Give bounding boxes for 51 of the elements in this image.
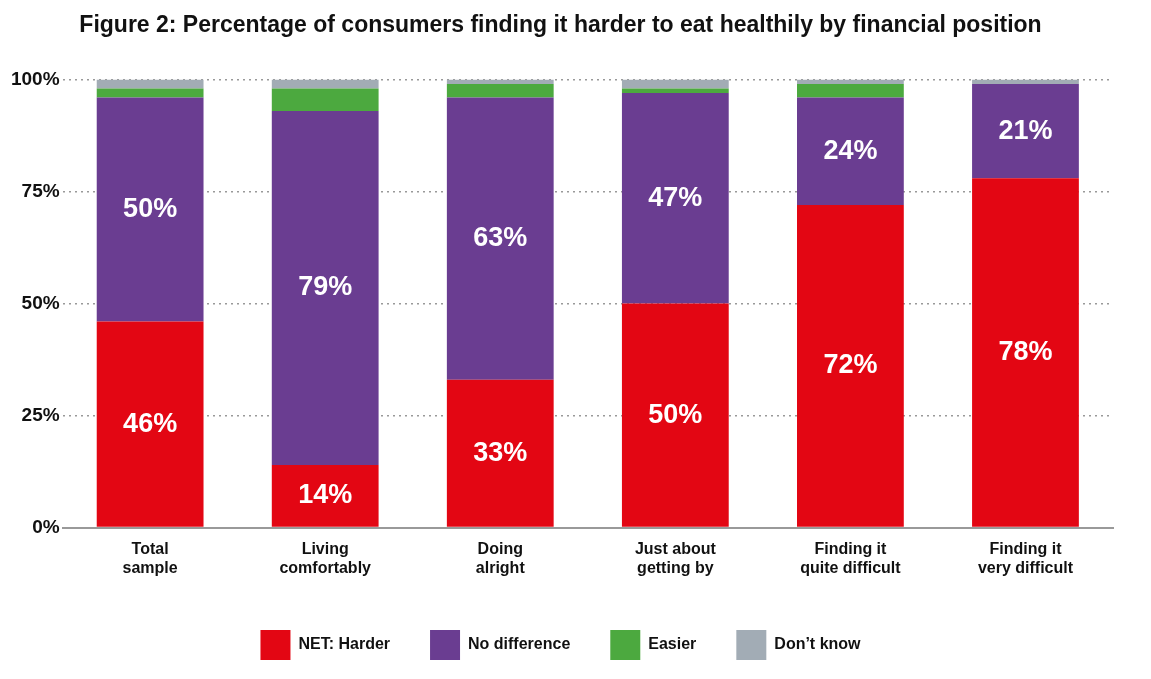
bar <box>797 79 904 85</box>
y-tick-label: 0% <box>32 515 60 537</box>
data-label: 50% <box>648 398 703 429</box>
y-tick-label: 75% <box>21 179 60 201</box>
bar <box>972 84 1079 179</box>
bar <box>96 79 204 89</box>
bar <box>621 79 729 89</box>
data-label: 72% <box>823 349 878 380</box>
y-tick-label: 25% <box>21 403 60 425</box>
data-label: 79% <box>298 271 353 302</box>
y-tick-label: 100% <box>10 67 60 89</box>
x-tick-label: Finding it quite difficult <box>800 539 902 576</box>
legend-label: NET: Harder <box>298 635 391 653</box>
bar <box>621 93 729 304</box>
data-label: 24% <box>823 134 878 165</box>
bar <box>271 88 379 111</box>
bar <box>96 88 204 98</box>
data-label: 78% <box>998 335 1053 366</box>
bar <box>271 79 379 89</box>
data-label: 14% <box>298 479 353 510</box>
bar <box>446 379 554 527</box>
bar <box>271 464 379 527</box>
bar <box>446 84 554 98</box>
y-tick-label: 50% <box>21 291 60 313</box>
bar <box>96 321 204 527</box>
x-tick-label: Just about getting by <box>634 539 717 576</box>
data-label: 63% <box>473 222 528 253</box>
bar <box>446 79 554 85</box>
x-tick-label: Doing alright <box>475 539 526 576</box>
bar <box>972 79 1079 85</box>
bar <box>797 205 904 527</box>
x-tick-label: Total sample <box>122 539 178 576</box>
data-label: 50% <box>123 192 178 223</box>
legend-label: No difference <box>468 635 571 653</box>
x-tick-label: Finding it very difficult <box>977 539 1074 576</box>
data-label: 46% <box>123 407 178 438</box>
legend-label: Easier <box>648 635 697 653</box>
bar <box>797 84 904 98</box>
bar <box>446 97 554 380</box>
bar <box>621 303 729 527</box>
chart-title: Figure 2: Percentage of consumers finding it harder to eat healthily by financial position <box>79 11 1042 38</box>
bar <box>972 178 1079 527</box>
data-label: 21% <box>998 114 1053 145</box>
legend-label: Don’t know <box>774 635 862 653</box>
bar <box>621 88 729 94</box>
data-label: 47% <box>648 181 703 212</box>
bar <box>797 97 904 206</box>
data-label: 33% <box>473 436 528 467</box>
x-tick-label: Living comfortably <box>279 539 372 576</box>
bar <box>96 97 204 322</box>
bar <box>271 110 379 465</box>
